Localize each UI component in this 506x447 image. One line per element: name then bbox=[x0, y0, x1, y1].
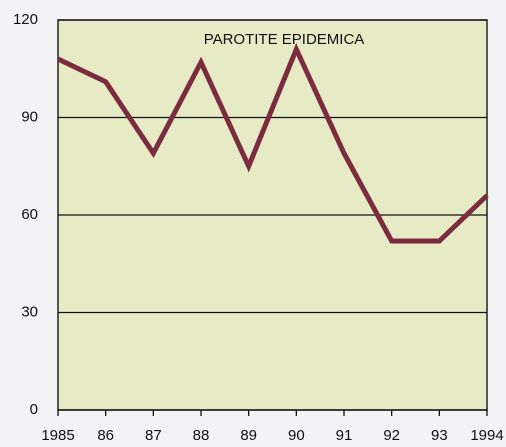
y-tick-label: 30 bbox=[21, 303, 38, 320]
x-tick-label: 90 bbox=[288, 427, 305, 444]
x-tick-label: 93 bbox=[431, 427, 448, 444]
x-tick-label: 88 bbox=[193, 427, 210, 444]
x-tick-label: 86 bbox=[97, 427, 114, 444]
x-tick-label: 1985 bbox=[41, 427, 74, 444]
x-tick-label: 91 bbox=[336, 427, 353, 444]
x-tick-label: 92 bbox=[383, 427, 400, 444]
x-tick-label: 87 bbox=[145, 427, 162, 444]
x-tick-label: 1994 bbox=[470, 427, 503, 444]
y-tick-label: 90 bbox=[21, 108, 38, 125]
data-line bbox=[56, 42, 489, 244]
y-tick-label: 0 bbox=[30, 401, 38, 418]
x-tick-label: 89 bbox=[240, 427, 257, 444]
y-tick-label: 120 bbox=[13, 11, 38, 28]
y-tick-label: 60 bbox=[21, 206, 38, 223]
chart-title: PAROTITE EPIDEMICA bbox=[204, 31, 365, 48]
